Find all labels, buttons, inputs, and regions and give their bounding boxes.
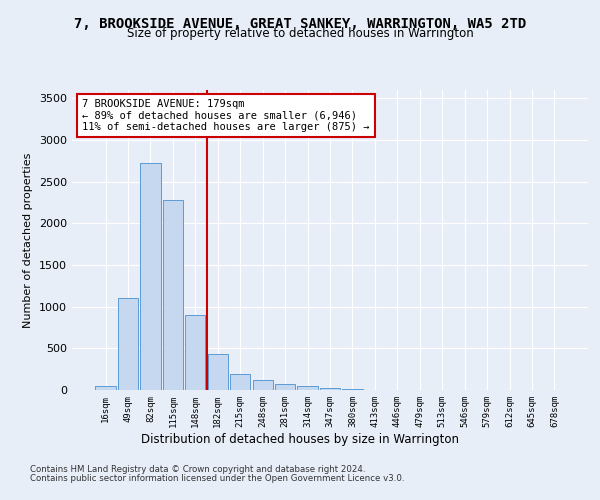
Bar — [185, 315, 205, 390]
Bar — [208, 354, 228, 390]
Bar — [343, 389, 362, 390]
Bar — [275, 384, 295, 390]
Text: Distribution of detached houses by size in Warrington: Distribution of detached houses by size … — [141, 432, 459, 446]
Bar — [298, 386, 317, 390]
Text: Size of property relative to detached houses in Warrington: Size of property relative to detached ho… — [127, 28, 473, 40]
Bar — [140, 162, 161, 390]
Text: Contains public sector information licensed under the Open Government Licence v3: Contains public sector information licen… — [30, 474, 404, 483]
Text: Contains HM Land Registry data © Crown copyright and database right 2024.: Contains HM Land Registry data © Crown c… — [30, 466, 365, 474]
Y-axis label: Number of detached properties: Number of detached properties — [23, 152, 34, 328]
Text: 7, BROOKSIDE AVENUE, GREAT SANKEY, WARRINGTON, WA5 2TD: 7, BROOKSIDE AVENUE, GREAT SANKEY, WARRI… — [74, 18, 526, 32]
Bar — [230, 374, 250, 390]
Bar — [320, 388, 340, 390]
Bar — [95, 386, 116, 390]
Text: 7 BROOKSIDE AVENUE: 179sqm
← 89% of detached houses are smaller (6,946)
11% of s: 7 BROOKSIDE AVENUE: 179sqm ← 89% of deta… — [82, 99, 370, 132]
Bar — [163, 200, 183, 390]
Bar — [118, 298, 138, 390]
Bar — [253, 380, 273, 390]
